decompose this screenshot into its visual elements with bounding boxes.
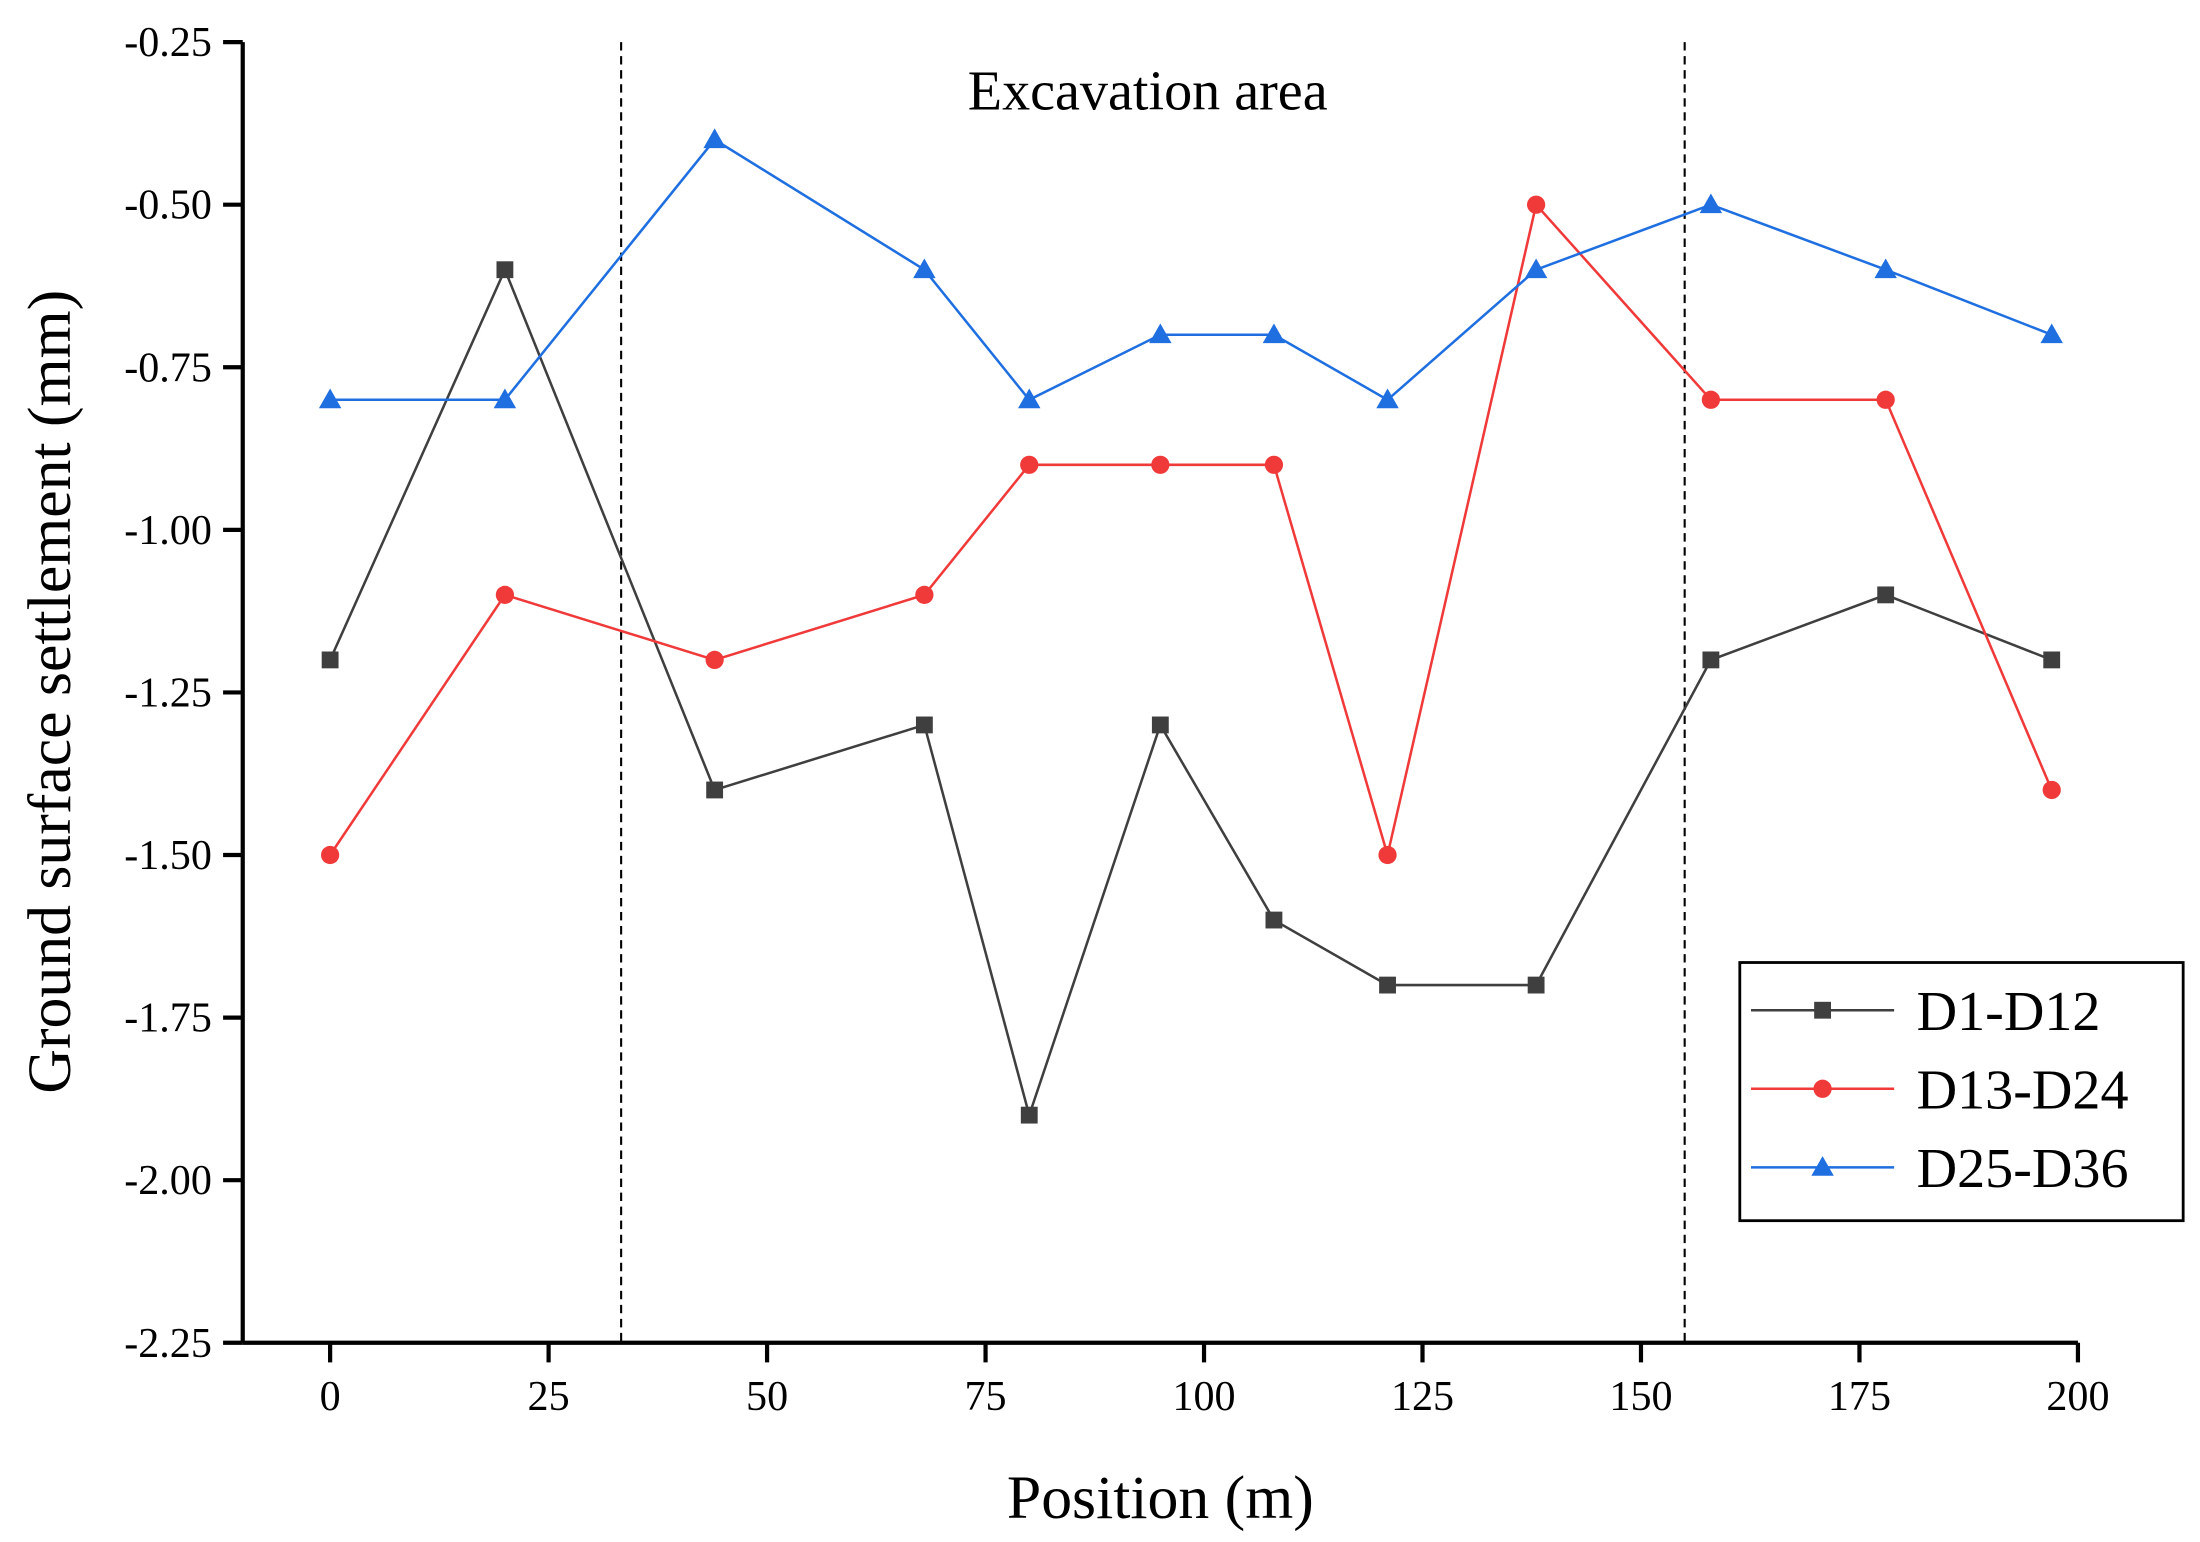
data-point-d13-d24 [705,650,724,670]
x-tick-label: 150 [1609,1373,1672,1420]
data-point-d13-d24 [1378,845,1397,865]
x-tick-label: 50 [746,1373,788,1420]
data-point-d1-d12 [321,651,339,669]
series-line-d25-d36 [330,137,2053,402]
data-point-d1-d12 [915,716,933,734]
data-point-d25-d36 [1149,323,1172,344]
legend-marker [1811,1156,1834,1176]
data-point-d13-d24 [1151,455,1170,474]
legend-label: D25-D36 [1917,1138,2129,1200]
legend-label: D13-D24 [1917,1059,2129,1121]
data-point-d25-d36 [913,258,936,279]
data-point-d1-d12 [1265,911,1283,929]
data-point-d25-d36 [1376,388,1399,409]
data-point-d13-d24 [915,585,934,605]
x-tick-label: 25 [528,1373,570,1420]
data-point-d1-d12 [1877,586,1895,604]
data-point-d13-d24 [1264,455,1284,474]
data-point-d1-d12 [1379,976,1396,994]
y-tick-label: -1.00 [124,507,212,554]
data-point-d13-d24 [1526,195,1546,214]
y-tick-label: -2.25 [124,1320,212,1367]
x-tick-label: 0 [320,1373,341,1420]
data-point-d25-d36 [703,128,726,149]
legend-marker [1814,1001,1831,1019]
y-tick-label: -0.75 [124,344,212,391]
y-tick-label: -1.50 [124,832,212,879]
x-axis-label: Position (m) [1007,1464,1314,1532]
data-point-d1-d12 [1702,651,1720,669]
data-point-d1-d12 [1020,1106,1038,1124]
annotation-excavation-area: Excavation area [968,60,1328,122]
y-tick-label: -2.00 [124,1157,212,1204]
y-tick-label: -1.75 [124,995,212,1042]
series-line-d13-d24 [329,202,2053,861]
data-point-d1-d12 [496,261,514,279]
data-point-d13-d24 [1701,390,1721,409]
data-point-d25-d36 [1262,323,1286,344]
data-point-d25-d36 [318,388,342,409]
data-point-d25-d36 [493,388,517,409]
data-point-d1-d12 [1527,976,1545,994]
data-point-d13-d24 [321,845,340,865]
data-point-d25-d36 [1699,193,1723,214]
data-point-d1-d12 [706,781,724,799]
data-point-d13-d24 [1876,390,1895,409]
y-tick-label: -0.50 [124,182,212,229]
data-point-d25-d36 [1018,388,1041,409]
data-point-d25-d36 [1874,258,1897,279]
legend-box [1738,961,2185,1223]
data-point-d25-d36 [2040,323,2063,344]
y-axis-label: Ground surface settlement (mm) [16,290,84,1094]
data-point-d13-d24 [1020,455,1039,474]
x-tick-label: 125 [1391,1373,1454,1420]
x-tick-label: 100 [1172,1373,1235,1420]
data-point-d25-d36 [1524,258,1548,279]
series-line-d1-d12 [328,266,2053,1120]
data-point-d13-d24 [2042,780,2061,800]
data-point-d1-d12 [2043,651,2061,669]
legend-marker [1813,1079,1832,1098]
y-tick-label: -0.25 [124,19,212,66]
y-tick-label: -1.25 [124,669,212,716]
x-tick-label: 200 [2046,1373,2109,1420]
x-tick-label: 75 [965,1373,1007,1420]
x-tick-label: 175 [1828,1373,1891,1420]
data-point-d13-d24 [495,585,515,605]
data-point-d1-d12 [1151,716,1169,734]
legend-label: D1-D12 [1917,981,2101,1043]
